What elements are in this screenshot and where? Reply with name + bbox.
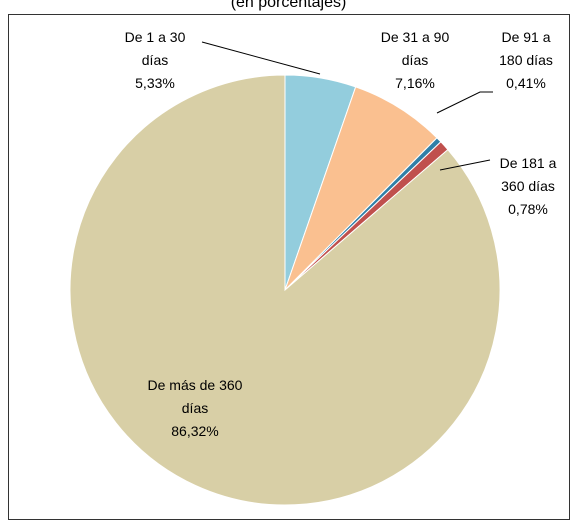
label-value: 5,33% [135,75,175,91]
data-label: De 91 a 180 días 0,41% [488,26,564,95]
label-value: 0,41% [506,75,546,91]
pie-slice [69,74,501,506]
leader-line [436,91,493,114]
label-value: 86,32% [171,423,219,439]
label-value: 7,16% [395,75,435,91]
label-category: De 91 a 180 días [499,29,553,68]
data-label: De 31 a 90 días 7,16% [370,26,460,95]
label-category: De 31 a 90 días [380,29,450,68]
label-category: De 1 a 30 días [124,29,186,68]
data-label: De 181 a 360 días 0,78% [488,152,568,221]
label-category: De 181 a 360 días [499,155,557,194]
data-label: De más de 360 días 86,32% [145,374,245,443]
leader-lines [201,41,493,171]
leader-line [201,41,321,75]
label-value: 0,78% [508,201,548,217]
data-label: De 1 a 30 días 5,33% [110,26,200,95]
pie [69,74,501,506]
chart-subtitle: (en porcentajes) [230,0,347,11]
label-category: De más de 360 días [147,377,243,416]
chart-frame [8,14,570,520]
leader-line [439,159,491,171]
